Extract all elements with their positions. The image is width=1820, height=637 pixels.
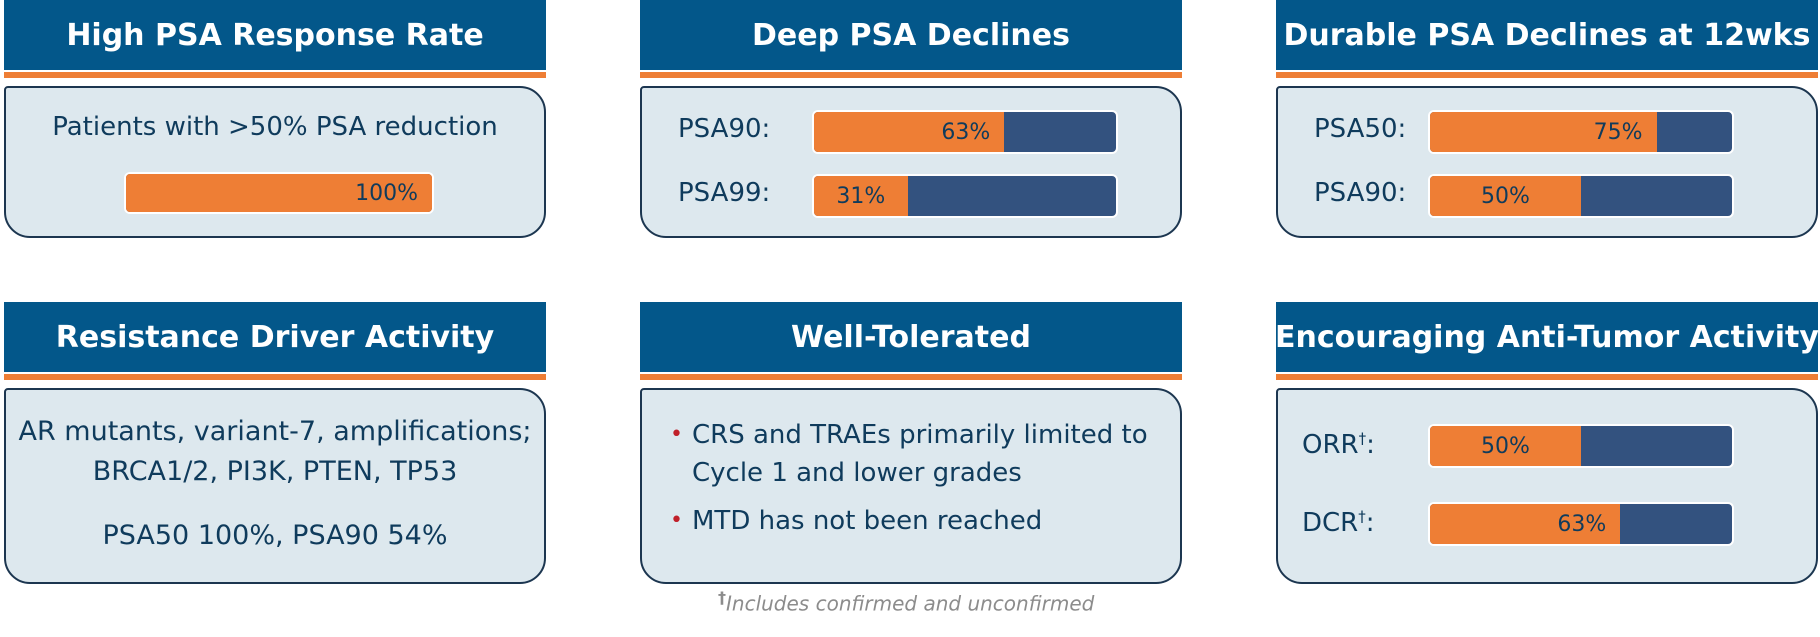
dcr-label-text: DCR	[1302, 508, 1359, 538]
bullet-text-line: CRS and TRAEs primarily limited to	[692, 420, 1148, 450]
accent-rule	[1276, 374, 1818, 380]
panel-title: Durable PSA Declines at 12wks	[1276, 0, 1818, 70]
psa50-bar: 75%	[1428, 110, 1734, 154]
dagger-mark: †	[718, 588, 726, 607]
bullet-text-line: Cycle 1 and lower grades	[692, 458, 1022, 488]
orr-bar-fill: 50%	[1430, 426, 1581, 466]
resistance-line-1: AR mutants, variant-7, amplifications;	[18, 416, 532, 447]
psa99-label: PSA99:	[678, 178, 771, 208]
orr-bar: 50%	[1428, 424, 1734, 468]
panel-title: Resistance Driver Activity	[4, 302, 546, 372]
orr-label-text: ORR	[1302, 430, 1359, 460]
panel-title: Well-Tolerated	[640, 302, 1182, 372]
panel-body: PSA50: 75% PSA90: 50%	[1276, 86, 1818, 238]
panel-body: • CRS and TRAEs primarily limited to Cyc…	[640, 388, 1182, 584]
footnote: †Includes confirmed and unconfirmed	[718, 588, 1094, 616]
psa99-bar: 31%	[812, 174, 1118, 218]
orr-label-suffix: :	[1366, 430, 1375, 460]
tolerated-list: • CRS and TRAEs primarily limited to Cyc…	[670, 416, 1148, 550]
psa90-label: PSA90:	[678, 114, 771, 144]
response-bar-fill: 100%	[126, 174, 432, 212]
list-item: • MTD has not been reached	[670, 502, 1148, 540]
response-bar-value: 100%	[355, 180, 418, 206]
psa99-bar-value: 31%	[836, 183, 886, 209]
bullet-icon: •	[670, 422, 683, 447]
orr-label: ORR†:	[1302, 430, 1375, 460]
response-bar: 100%	[124, 172, 434, 214]
resistance-line-2: BRCA1/2, PI3K, PTEN, TP53	[92, 456, 458, 487]
psa50-bar-fill: 75%	[1430, 112, 1657, 152]
accent-rule	[640, 374, 1182, 380]
dcr-label: DCR†:	[1302, 508, 1375, 538]
footnote-text: Includes confirmed and unconfirmed	[726, 591, 1095, 616]
dcr-bar-fill: 63%	[1430, 504, 1621, 544]
panel-body: AR mutants, variant-7, amplifications; B…	[4, 388, 546, 584]
psa90-bar-fill: 50%	[1430, 176, 1581, 216]
panel-title: Encouraging Anti-Tumor Activity	[1275, 302, 1819, 372]
accent-rule	[1276, 72, 1818, 78]
dagger-mark: †	[1358, 507, 1366, 526]
accent-rule	[4, 374, 546, 380]
psa90-bar: 50%	[1428, 174, 1734, 218]
panel-title: Deep PSA Declines	[640, 0, 1182, 70]
dagger-mark: †	[1358, 429, 1367, 448]
psa50-label: PSA50:	[1314, 114, 1407, 144]
dcr-bar-value: 63%	[1557, 511, 1607, 537]
psa90-bar-value: 50%	[1481, 183, 1530, 209]
accent-rule	[640, 72, 1182, 78]
dcr-label-suffix: :	[1365, 508, 1375, 538]
bullet-icon: •	[670, 508, 683, 533]
orr-bar-value: 50%	[1481, 433, 1530, 459]
panel-body: ORR†: 50% DCR†: 63%	[1276, 388, 1818, 584]
panel-body: Patients with >50% PSA reduction 100%	[4, 86, 546, 238]
dcr-bar: 63%	[1428, 502, 1734, 546]
psa90-bar: 63%	[812, 110, 1118, 154]
panel-title: High PSA Response Rate	[4, 0, 546, 70]
psa90-bar-fill: 63%	[814, 112, 1005, 152]
response-caption: Patients with >50% PSA reduction	[52, 112, 498, 142]
panel-body: PSA90: 63% PSA99: 31%	[640, 86, 1182, 238]
psa50-bar-value: 75%	[1593, 119, 1643, 145]
psa99-bar-fill: 31%	[814, 176, 908, 216]
bullet-text-line: MTD has not been reached	[692, 506, 1043, 536]
psa90-bar-value: 63%	[941, 119, 991, 145]
resistance-line-3: PSA50 100%, PSA90 54%	[102, 520, 448, 551]
accent-rule	[4, 72, 546, 78]
psa90-label: PSA90:	[1314, 178, 1407, 208]
list-item: • CRS and TRAEs primarily limited to Cyc…	[670, 416, 1148, 492]
